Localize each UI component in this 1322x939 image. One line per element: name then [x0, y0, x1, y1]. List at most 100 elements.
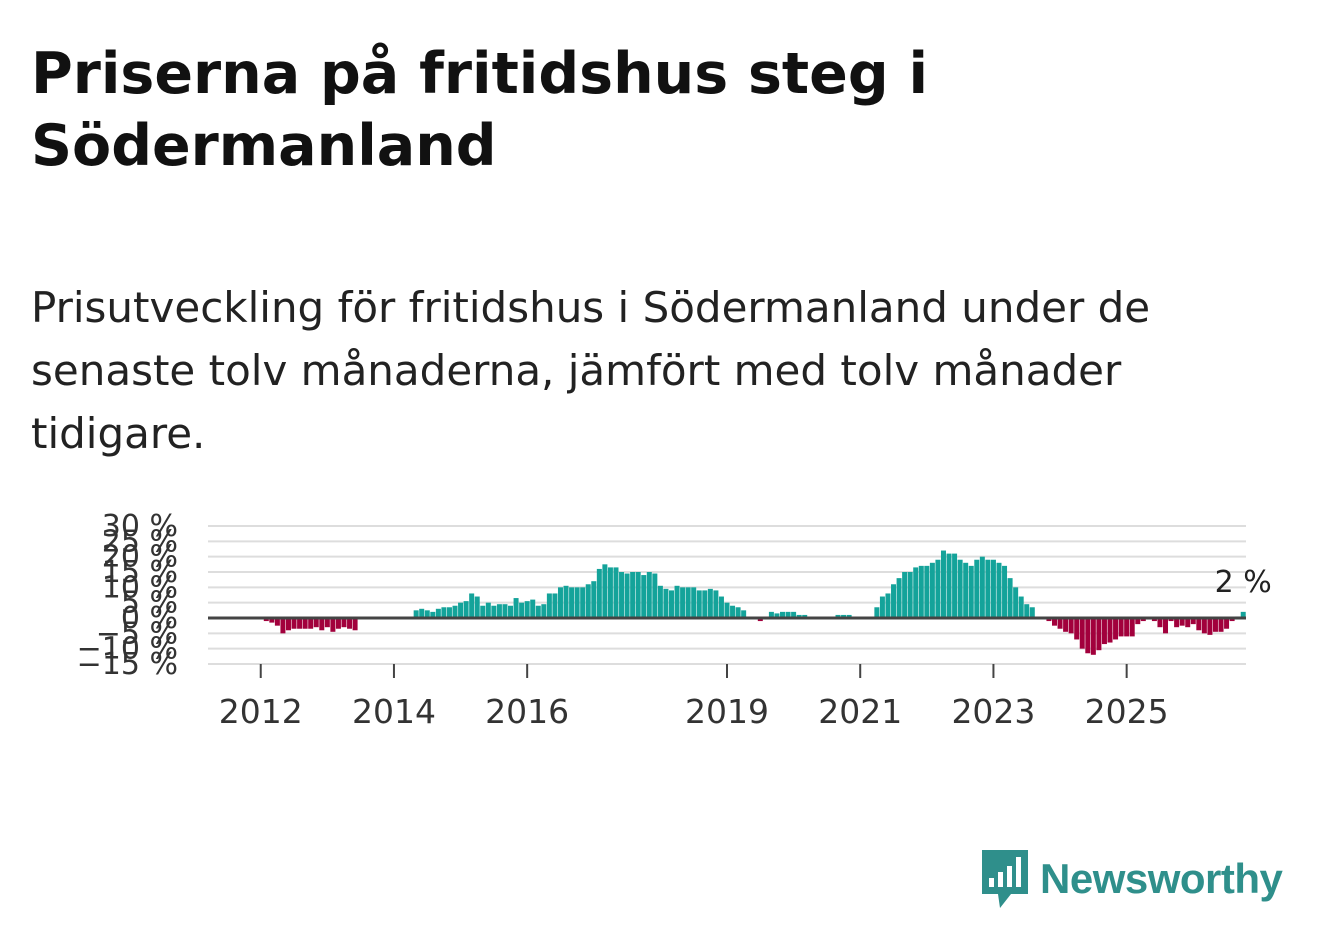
bar: [441, 607, 447, 618]
bar: [630, 572, 636, 618]
bar: [591, 581, 597, 618]
bar: [646, 572, 652, 618]
chart-title: Priserna på fritidshus steg i Södermanla…: [31, 41, 929, 179]
bar: [1179, 618, 1185, 626]
bar: [341, 618, 347, 628]
bar: [1007, 578, 1013, 618]
bar: [585, 584, 591, 618]
bar: [724, 602, 730, 618]
bar: [1029, 607, 1035, 618]
bar: [774, 613, 780, 618]
bar: [1013, 587, 1019, 618]
x-tick-label: 2014: [352, 692, 436, 731]
bar: [685, 587, 691, 618]
bar: [1118, 618, 1124, 637]
bar-chart: 30 %25 %20 %15 %10 %5 %0 %−5 %−10 %−15 %…: [77, 509, 1272, 731]
bar: [780, 611, 786, 618]
bar: [335, 618, 341, 629]
bar: [835, 614, 841, 618]
chart-subtitle: Prisutveckling för fritidshus i Söderman…: [31, 283, 1151, 458]
bar: [663, 588, 669, 618]
y-tick-label: −10 %: [77, 632, 178, 667]
bar: [1107, 618, 1113, 643]
bar: [979, 556, 985, 618]
bar: [619, 572, 625, 618]
bar: [352, 618, 358, 631]
bar-chart-speech-bubble-icon: [982, 850, 1028, 908]
bar: [552, 593, 558, 618]
bar: [607, 567, 613, 618]
x-tick-label: 2025: [1085, 692, 1169, 731]
bar: [524, 601, 530, 618]
bar: [596, 568, 602, 618]
bar: [1051, 618, 1057, 626]
bar: [469, 593, 475, 618]
bar: [768, 611, 774, 618]
bar: [1113, 618, 1119, 640]
bar: [657, 585, 663, 618]
bar: [1168, 618, 1174, 622]
bar: [435, 608, 441, 618]
bar: [1002, 565, 1008, 618]
bar: [1090, 618, 1096, 655]
bar: [713, 590, 719, 618]
bar: [996, 562, 1002, 618]
bar: [274, 618, 280, 626]
bar: [496, 604, 502, 618]
bar: [946, 553, 952, 618]
bar: [796, 614, 802, 618]
bar: [1212, 618, 1218, 632]
bar: [1124, 618, 1130, 637]
bar: [1240, 611, 1246, 618]
x-tick-label: 2016: [485, 692, 569, 731]
bar: [841, 614, 847, 618]
bar: [1046, 618, 1052, 622]
bar: [530, 599, 536, 618]
bar: [730, 605, 736, 618]
bar: [413, 610, 419, 618]
bar: [1207, 618, 1213, 635]
bar: [269, 618, 275, 623]
bar: [668, 590, 674, 618]
bar: [1079, 618, 1085, 649]
bar: [1140, 618, 1146, 622]
bar: [541, 604, 547, 618]
bar: [280, 618, 286, 634]
y-tick-label: −5 %: [96, 616, 178, 651]
x-tick-label: 2023: [951, 692, 1035, 731]
bar: [508, 605, 514, 618]
bar: [1151, 618, 1157, 622]
bar: [757, 618, 763, 622]
y-tick-label: 5 %: [121, 586, 178, 621]
bar: [1229, 618, 1235, 622]
bar: [718, 596, 724, 618]
bar: [635, 572, 641, 618]
bar: [474, 596, 480, 618]
bar: [918, 565, 924, 618]
bar: [430, 611, 436, 618]
bar: [680, 587, 686, 618]
bar: [519, 602, 525, 618]
bar: [424, 610, 430, 618]
bar: [896, 578, 902, 618]
bar: [313, 618, 319, 628]
y-tick-label: 10 %: [102, 570, 178, 605]
bar: [485, 602, 491, 618]
bar: [1063, 618, 1069, 632]
bar: [1024, 604, 1030, 618]
bar: [347, 618, 353, 629]
bar: [974, 559, 980, 618]
bar: [1174, 618, 1180, 628]
bar: [297, 618, 303, 629]
bar: [1157, 618, 1163, 628]
bar: [846, 614, 852, 618]
bar: [458, 602, 464, 618]
bar: [940, 550, 946, 618]
bar: [491, 605, 497, 618]
bar: [902, 572, 908, 618]
bar: [330, 618, 336, 632]
newsworthy-logo: Newsworthy: [980, 848, 1283, 910]
bar: [324, 618, 330, 628]
bar: [707, 588, 713, 618]
end-value-label: 2 %: [1215, 565, 1272, 600]
